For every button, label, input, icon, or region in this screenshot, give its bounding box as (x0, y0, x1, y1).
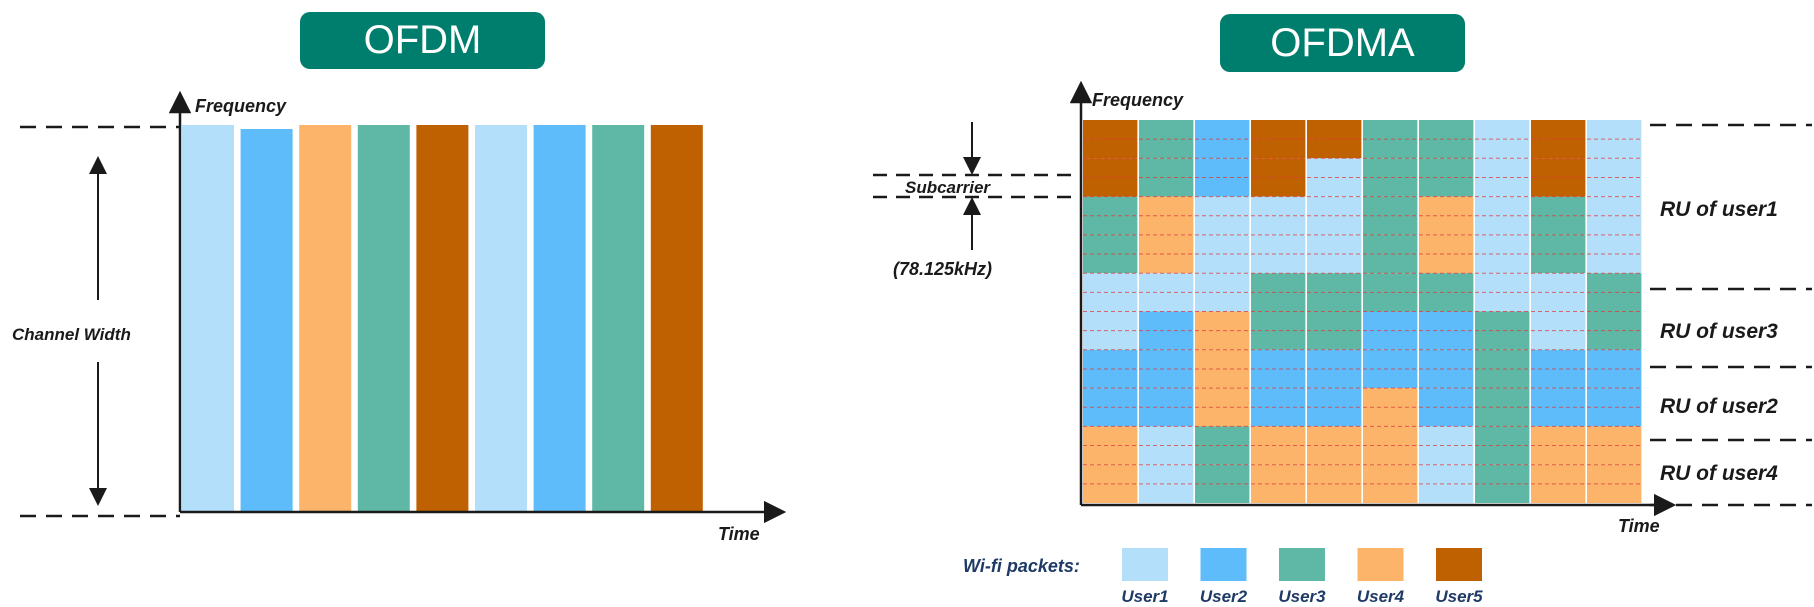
ofdm-bar-9-user5 (650, 125, 703, 511)
ofdm-bar-8-user3 (592, 125, 645, 511)
subcarrier-value: (78.125kHz) (893, 259, 992, 279)
ru-label-user4: RU of user4 (1660, 462, 1778, 485)
legend-label-user1: User1 (1121, 587, 1168, 606)
ofdm-bars (182, 125, 703, 511)
legend-label-user4: User4 (1357, 587, 1405, 606)
ofdm-title: OFDM (363, 18, 482, 62)
ru-label-user2: RU of user2 (1660, 395, 1778, 418)
channel-width-label: Channel Width (12, 325, 131, 344)
ofdma-title-banner: OFDMA (1220, 14, 1465, 72)
ofdma-grid (1083, 120, 1642, 503)
ofdm-bar-3-user4 (299, 125, 352, 511)
legend-label-user3: User3 (1278, 587, 1326, 606)
ofdm-x-axis-label: Time (718, 524, 760, 544)
legend-swatch-user1 (1122, 548, 1168, 581)
ru-label-user3: RU of user3 (1660, 320, 1778, 343)
legend-swatch-user4 (1357, 548, 1404, 581)
ofdma-y-axis-label: Frequency (1092, 90, 1184, 110)
ru-label-user1: RU of user1 (1660, 198, 1778, 221)
ofdm-bar-1-user1 (182, 125, 234, 511)
ofdma-title: OFDMA (1270, 20, 1415, 65)
legend-label-user2: User2 (1200, 587, 1248, 606)
ofdm-title-banner: OFDM (300, 12, 545, 69)
ofdma-subcarrier-lines (1083, 138, 1643, 485)
ofdm-bar-4-user3 (357, 125, 410, 511)
ofdm-bar-2-user2 (240, 129, 293, 511)
legend-swatch-user2 (1200, 548, 1247, 581)
legend-title: Wi-fi packets: (963, 556, 1080, 576)
ofdma-x-axis-label: Time (1618, 516, 1660, 536)
ofdm-y-axis-label: Frequency (195, 96, 287, 116)
ofdm-bar-6-user1 (475, 125, 527, 511)
legend-swatch-user5 (1436, 548, 1482, 581)
ofdm-bar-7-user2 (533, 125, 586, 511)
legend-label-user5: User5 (1435, 587, 1483, 606)
legend-swatch-user3 (1279, 548, 1325, 581)
subcarrier-label: Subcarrier (905, 178, 991, 197)
ofdm-bar-5-user5 (416, 125, 469, 511)
legend: User1 User2 User3 User4 User5 (1121, 548, 1483, 606)
